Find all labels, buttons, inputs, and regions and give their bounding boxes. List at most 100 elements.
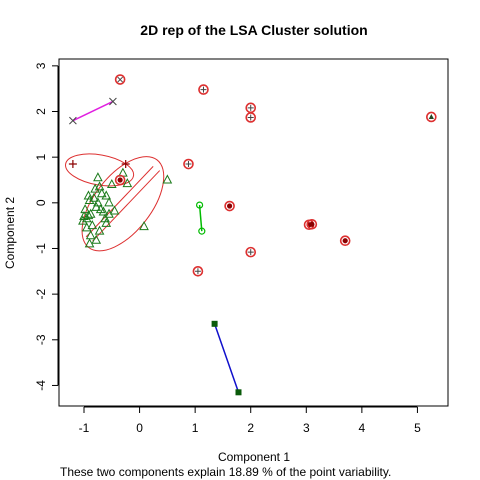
triangle-marker	[90, 183, 100, 193]
triangle-marker	[101, 217, 112, 227]
x-axis-label: Component 1	[218, 450, 290, 464]
y-tick-label: 0	[34, 199, 48, 206]
data-point	[109, 97, 117, 106]
triangle-marker	[87, 220, 98, 230]
plus-marker	[247, 114, 254, 121]
data-point	[91, 234, 102, 244]
data-point	[68, 160, 77, 169]
x-tick-label: 1	[192, 421, 199, 435]
data-point	[114, 174, 126, 186]
data-point	[91, 201, 102, 211]
cluster-ellipse	[65, 153, 135, 187]
circle-marker	[198, 227, 206, 235]
data-point	[106, 178, 117, 189]
plus-marker	[247, 249, 254, 256]
triangle-marker	[91, 234, 102, 244]
cluster-ring	[183, 158, 194, 170]
data-point	[235, 389, 242, 396]
data-point	[87, 220, 98, 230]
data-point	[162, 174, 173, 184]
data-point	[78, 215, 88, 225]
plus-marker	[121, 160, 130, 169]
data-point	[80, 204, 90, 214]
cluster-ring	[426, 111, 437, 123]
x-marker	[69, 116, 77, 125]
data-point	[100, 213, 110, 223]
data-point	[85, 230, 96, 240]
square-marker	[235, 389, 242, 396]
triangle-marker	[84, 238, 95, 248]
data-point	[306, 218, 318, 230]
dot-marker	[342, 238, 348, 244]
plus-marker	[200, 86, 207, 93]
triangle-marker	[94, 225, 105, 235]
x-tick-label: 0	[136, 421, 143, 435]
x-marker	[109, 97, 117, 106]
triangle-marker	[83, 190, 94, 200]
triangle-marker	[80, 204, 90, 214]
triangle-marker	[91, 201, 102, 211]
x-tick-label: 4	[359, 421, 366, 435]
y-tick-label: -4	[34, 380, 48, 391]
cluster-ring	[339, 235, 351, 247]
y-tick-label: -3	[34, 334, 48, 345]
data-point	[139, 221, 149, 231]
triangle-marker	[109, 205, 120, 215]
square-marker	[211, 320, 218, 327]
data-point	[426, 111, 437, 123]
data-point	[101, 190, 112, 200]
cluster-ring	[198, 84, 209, 95]
cluster-ellipse	[81, 156, 165, 252]
data-point	[90, 183, 100, 193]
y-tick-label: 3	[34, 62, 48, 69]
cluster-axis-line	[85, 166, 154, 238]
x-tick-label: -1	[79, 421, 90, 435]
data-point	[183, 158, 194, 170]
data-point	[84, 238, 95, 248]
triangle-marker	[122, 178, 133, 188]
plus-marker	[247, 104, 254, 111]
cluster-segment	[213, 323, 240, 393]
circle-marker	[195, 201, 204, 209]
cluster-ring	[306, 218, 318, 230]
data-point	[245, 112, 257, 123]
triangle-marker	[101, 190, 112, 200]
triangle-marker	[96, 188, 107, 198]
plus-marker	[194, 268, 201, 275]
data-point	[84, 194, 95, 205]
cluster-segment	[72, 100, 114, 122]
data-point	[96, 188, 107, 198]
cluster-ring	[245, 246, 257, 258]
triangle-marker	[84, 194, 95, 205]
data-point	[83, 210, 94, 220]
cluster-ring	[245, 112, 257, 123]
triangle-marker	[85, 230, 96, 240]
cluster-ring	[114, 74, 126, 85]
cluster-ring	[192, 266, 204, 277]
y-tick-label: -2	[34, 288, 48, 299]
data-point	[101, 217, 112, 227]
data-point	[198, 84, 209, 95]
data-point	[211, 320, 218, 327]
cluster-segment	[198, 205, 203, 232]
data-point	[94, 225, 105, 235]
plus-marker	[68, 160, 77, 169]
data-point	[83, 190, 94, 200]
data-point	[121, 160, 130, 169]
data-point	[245, 246, 257, 258]
cluster-ring	[224, 200, 235, 212]
data-point	[69, 116, 77, 125]
data-point	[122, 178, 133, 188]
x-marker	[117, 76, 123, 83]
y-tick-label: 1	[34, 154, 48, 161]
triangle-marker	[100, 213, 110, 223]
dot-marker	[227, 203, 233, 209]
data-point	[195, 201, 204, 209]
cluster-axis-line	[92, 170, 161, 242]
triangle-marker	[81, 222, 92, 232]
dot-marker	[309, 221, 315, 227]
triangle-marker	[104, 197, 114, 207]
triangle-marker	[83, 210, 94, 220]
triangle-marker	[162, 174, 173, 184]
